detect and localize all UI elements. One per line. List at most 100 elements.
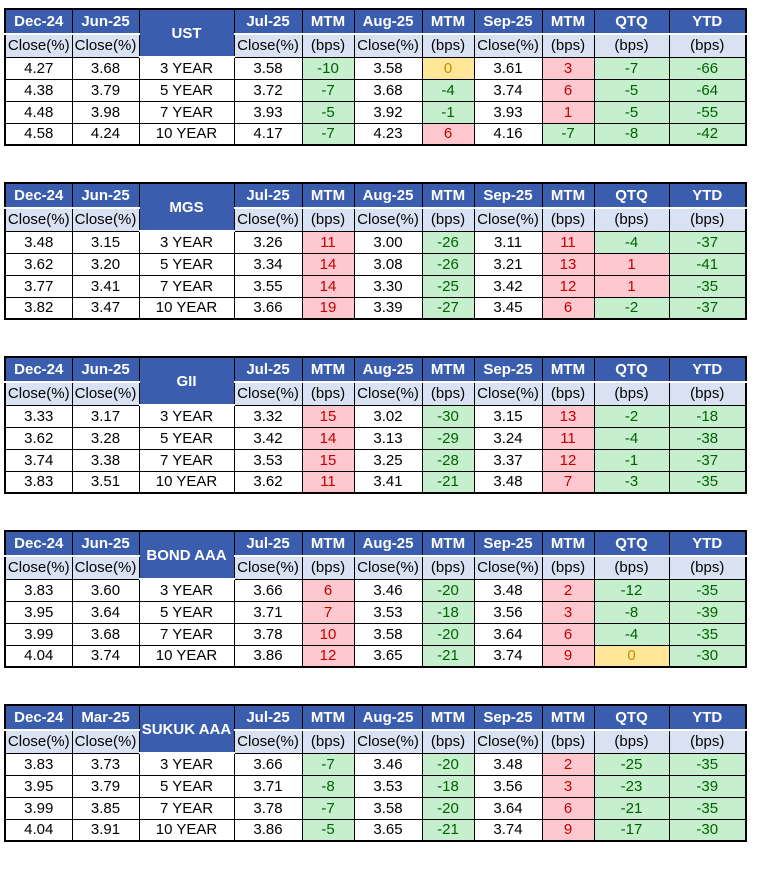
mtm-cell: 6 [541,78,595,102]
close-cell: 3.41 [71,274,140,298]
mtm-cell: 6 [541,296,595,320]
close-cell: 3.65 [353,644,423,668]
close-cell: 3.86 [233,644,303,668]
close-cell: 3.93 [473,100,543,124]
qtq-cell: -2 [593,404,670,428]
close-cell: 3.92 [353,100,423,124]
close-cell: 3.74 [473,644,543,668]
mtm-cell: 7 [541,470,595,494]
mtm-cell: 12 [541,448,595,472]
ytd-cell: -39 [668,774,747,798]
column-subheader: (bps) [541,207,595,232]
column-header: Mar-25 [71,704,140,731]
tenor-cell: 5 YEAR [138,426,235,450]
column-subheader: (bps) [668,381,747,406]
column-header: MTM [541,182,595,209]
tenor-cell: 3 YEAR [138,230,235,254]
close-cell: 3.28 [71,426,140,450]
table-row: 4.58 4.24 10 YEAR 4.17 -7 4.23 6 4.16 -7 -8 -42 [4,122,747,146]
column-header: Jul-25 [233,704,303,731]
close-cell: 4.17 [233,122,303,146]
close-cell: 3.39 [353,296,423,320]
tenor-cell: 5 YEAR [138,600,235,624]
table-row: 3.77 3.41 7 YEAR 3.55 14 3.30 -25 3.42 12 1 -35 [4,274,747,298]
column-subheader: Close(%) [4,207,73,232]
column-subheader: Close(%) [473,33,543,58]
mtm-cell: 3 [541,600,595,624]
mtm-cell: 14 [301,426,355,450]
tenor-cell: 10 YEAR [138,122,235,146]
column-subheader: Close(%) [71,729,140,754]
column-header: Dec-24 [4,704,73,731]
qtq-cell: -5 [593,100,670,124]
rates-table-gii: Dec-24 Jun-25 GII Jul-25 MTM Aug-25 MTM Sep-25 M… [4,356,747,494]
mtm-cell: 6 [541,796,595,820]
column-subheader: Close(%) [71,207,140,232]
rates-table-sukuk-aaa: Dec-24 Mar-25 SUKUK AAA Jul-25 MTM Aug-25 MTM S… [4,704,747,842]
close-cell: 3.53 [233,448,303,472]
table-row: 4.27 3.68 3 YEAR 3.58 -10 3.58 0 3.61 3 -7 -66 [4,56,747,80]
table-row: 3.62 3.20 5 YEAR 3.34 14 3.08 -26 3.21 13 1 -41 [4,252,747,276]
table-row: 3.83 3.51 10 YEAR 3.62 11 3.41 -21 3.48 7 -3 -35 [4,470,747,494]
mtm-cell: 1 [541,100,595,124]
close-cell: 3.79 [71,774,140,798]
mtm-cell: -21 [421,644,475,668]
qtq-cell: -2 [593,296,670,320]
mtm-cell: -5 [301,818,355,842]
close-cell: 3.15 [71,230,140,254]
close-cell: 3.02 [353,404,423,428]
close-cell: 3.37 [473,448,543,472]
column-header: Aug-25 [353,704,423,731]
qtq-cell: -4 [593,426,670,450]
mtm-cell: -20 [421,622,475,646]
ytd-cell: -41 [668,252,747,276]
mtm-cell: 11 [541,230,595,254]
mtm-cell: -7 [301,796,355,820]
column-header: Dec-24 [4,530,73,557]
column-header: MTM [541,8,595,35]
qtq-cell: -8 [593,122,670,146]
ytd-cell: -37 [668,296,747,320]
close-cell: 3.83 [4,578,73,602]
close-cell: 3.20 [71,252,140,276]
close-cell: 3.74 [71,644,140,668]
close-cell: 3.47 [71,296,140,320]
tenor-cell: 5 YEAR [138,78,235,102]
close-cell: 3.55 [233,274,303,298]
column-subheader: (bps) [541,381,595,406]
table-row: 4.38 3.79 5 YEAR 3.72 -7 3.68 -4 3.74 6 -5 -64 [4,78,747,102]
tenor-cell: 5 YEAR [138,252,235,276]
column-header: Jun-25 [71,356,140,383]
table-row: 4.04 3.91 10 YEAR 3.86 -5 3.65 -21 3.74 9 -17 -30 [4,818,747,842]
column-subheader: (bps) [593,33,670,58]
mtm-cell: -7 [301,752,355,776]
close-cell: 3.86 [233,818,303,842]
ytd-cell: -35 [668,578,747,602]
close-cell: 3.62 [233,470,303,494]
close-cell: 3.41 [353,470,423,494]
column-header: YTD [668,530,747,557]
close-cell: 3.08 [353,252,423,276]
close-cell: 3.56 [473,774,543,798]
close-cell: 3.93 [233,100,303,124]
mtm-cell: -26 [421,230,475,254]
column-header: MTM [421,8,475,35]
close-cell: 3.95 [4,774,73,798]
close-cell: 3.48 [473,578,543,602]
table-row: 3.74 3.38 7 YEAR 3.53 15 3.25 -28 3.37 12 -1 -37 [4,448,747,472]
mtm-cell: 14 [301,274,355,298]
close-cell: 3.25 [353,448,423,472]
ytd-cell: -38 [668,426,747,450]
column-subheader: Close(%) [4,555,73,580]
close-cell: 3.65 [353,818,423,842]
close-cell: 3.48 [473,470,543,494]
column-header: MTM [421,182,475,209]
mtm-cell: -27 [421,296,475,320]
close-cell: 3.45 [473,296,543,320]
close-cell: 3.58 [353,622,423,646]
mtm-cell: -7 [301,78,355,102]
close-cell: 3.00 [353,230,423,254]
column-subheader: (bps) [593,729,670,754]
close-cell: 3.66 [233,578,303,602]
ytd-cell: -64 [668,78,747,102]
